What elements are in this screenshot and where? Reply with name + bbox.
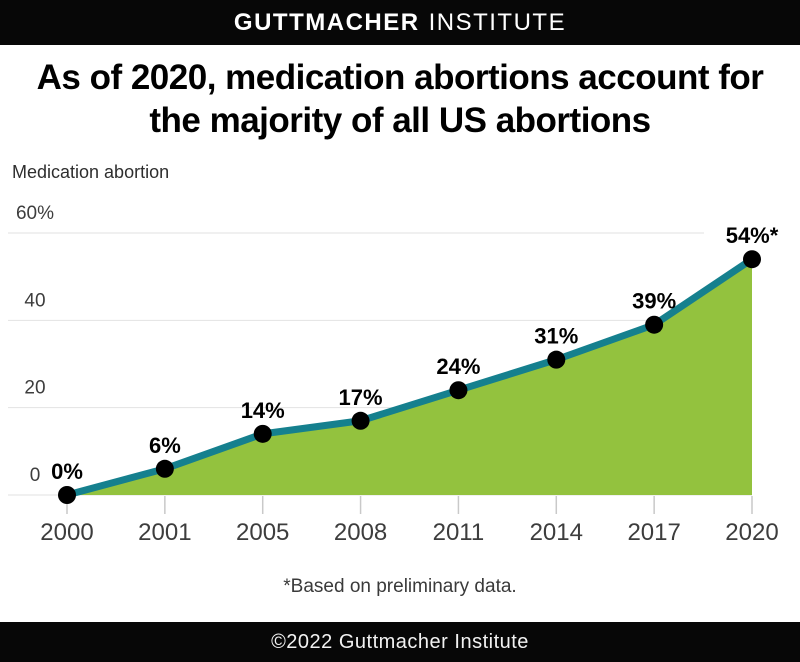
chart-title: As of 2020, medication abortions account… bbox=[36, 58, 764, 140]
y-tick-label-0: 0 bbox=[30, 465, 41, 486]
data-point-2000 bbox=[58, 486, 76, 504]
y-tick-label-60: 60% bbox=[16, 203, 54, 224]
data-label-2020: 54%* bbox=[726, 223, 779, 248]
header-bar: GUTTMACHER INSTITUTE bbox=[0, 0, 800, 45]
footer-bar: ©2022 Guttmacher Institute bbox=[0, 622, 800, 662]
x-tick-label-2020: 2020 bbox=[725, 519, 778, 546]
footnote: *Based on preliminary data. bbox=[283, 576, 517, 597]
x-tick-label-2005: 2005 bbox=[236, 519, 289, 546]
x-tick-label-2011: 2011 bbox=[433, 519, 485, 546]
trend-line bbox=[63, 255, 756, 499]
data-label-2001: 6% bbox=[149, 433, 181, 458]
medication-abortion-area-chart: 60% 40 20 0 0% 2000 6% 2001 14% 2005 17% 2008 24% 201… bbox=[8, 203, 779, 546]
data-label-2014: 31% bbox=[534, 324, 578, 349]
data-point-2014 bbox=[547, 350, 566, 369]
data-label-2011: 24% bbox=[436, 354, 480, 379]
data-label-2017: 39% bbox=[632, 289, 676, 314]
data-label-2008: 17% bbox=[339, 385, 383, 410]
data-point-2001 bbox=[155, 459, 174, 478]
data-point-2017 bbox=[645, 315, 664, 334]
x-tick-label-2017: 2017 bbox=[627, 519, 680, 546]
x-tick-label-2000: 2000 bbox=[40, 519, 93, 546]
y-tick-label-40: 40 bbox=[24, 290, 45, 311]
x-tick-label-2008: 2008 bbox=[334, 519, 387, 546]
data-point-2011 bbox=[449, 381, 468, 400]
footer-credit: ©2022 Guttmacher Institute bbox=[271, 630, 529, 653]
data-label-2005: 14% bbox=[241, 398, 285, 423]
brand-name-bold: GUTTMACHER bbox=[233, 8, 420, 36]
brand-name-light: INSTITUTE bbox=[428, 8, 567, 36]
y-axis-title: Medication abortion bbox=[12, 162, 170, 182]
data-point-2020 bbox=[743, 250, 761, 269]
x-tick-label-2001: 2001 bbox=[138, 519, 191, 546]
data-label-2000: 0% bbox=[51, 459, 83, 484]
area-fill bbox=[67, 259, 752, 495]
y-tick-label-20: 20 bbox=[24, 378, 45, 399]
x-tick-label-2014: 2014 bbox=[530, 519, 583, 546]
data-point-2008 bbox=[351, 411, 370, 430]
data-point-2005 bbox=[253, 424, 272, 443]
